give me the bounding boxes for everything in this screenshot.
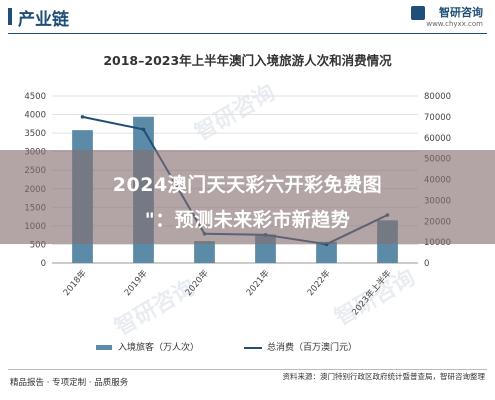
bar bbox=[316, 241, 337, 263]
right-tick-label: 70000 bbox=[424, 113, 451, 123]
right-tick-label: 80000 bbox=[424, 92, 451, 102]
x-tick-label: 2018年 bbox=[61, 267, 89, 298]
x-tick-label: 2020年 bbox=[183, 267, 211, 298]
bar bbox=[194, 241, 215, 263]
legend-swatch-line bbox=[244, 347, 262, 349]
legend-label-line: 总消费（百万澳门元） bbox=[267, 343, 358, 353]
left-tick-label: 4000 bbox=[24, 111, 46, 121]
x-tick-label: 2019年 bbox=[122, 267, 150, 298]
footer-tagline: 精品报告 · 专项定制 · 品质服务 bbox=[10, 378, 129, 388]
brand-logo-icon bbox=[411, 6, 425, 20]
footer-source: 资料来源：澳门特别行政区政府统计暨普查局，智研咨询整理 bbox=[282, 372, 486, 381]
overlay-banner bbox=[0, 150, 495, 244]
section-title: 产业链 bbox=[18, 10, 69, 30]
x-tick-label: 2023年上半年 bbox=[350, 267, 395, 317]
x-axis: 2018年 2019年 2020年 2021年 2022年 2023年上半年 bbox=[61, 267, 394, 317]
line-point bbox=[141, 127, 146, 132]
header-divider bbox=[8, 33, 487, 34]
overlay-title-line2[interactable]: "：预测未来彩市新趋势 bbox=[144, 209, 351, 231]
chart-legend: 入境旅客（万人次） 总消费（百万澳门元） bbox=[0, 339, 495, 355]
left-tick-label: 4500 bbox=[24, 92, 46, 102]
brand-url[interactable]: www.chyxx.com bbox=[426, 20, 483, 28]
chart-title: 2018–2023年上半年澳门入境旅游人次和消费情况 bbox=[103, 53, 392, 68]
line-point bbox=[80, 115, 85, 119]
right-tick-label: 0 bbox=[424, 259, 429, 269]
left-tick-label: 0 bbox=[41, 259, 46, 269]
header-accent bbox=[8, 8, 12, 25]
left-tick-label: 500 bbox=[30, 240, 46, 250]
overlay-title-line1[interactable]: 2024澳门天天彩六开彩免费图 bbox=[112, 174, 383, 196]
header-bar: 产业链 智研咨询 www.chyxx.com bbox=[0, 0, 495, 34]
legend-swatch-bar bbox=[96, 345, 112, 350]
brand-name: 智研咨询 bbox=[439, 6, 483, 19]
legend-label-bar: 入境旅客（万人次） bbox=[118, 343, 200, 353]
left-tick-label: 3500 bbox=[24, 129, 46, 139]
x-tick-label: 2021年 bbox=[244, 267, 272, 298]
brand-block: 智研咨询 www.chyxx.com bbox=[426, 4, 483, 28]
x-tick-label: 2022年 bbox=[305, 267, 333, 298]
right-tick-label: 60000 bbox=[424, 134, 451, 144]
footer-divider bbox=[8, 369, 487, 370]
